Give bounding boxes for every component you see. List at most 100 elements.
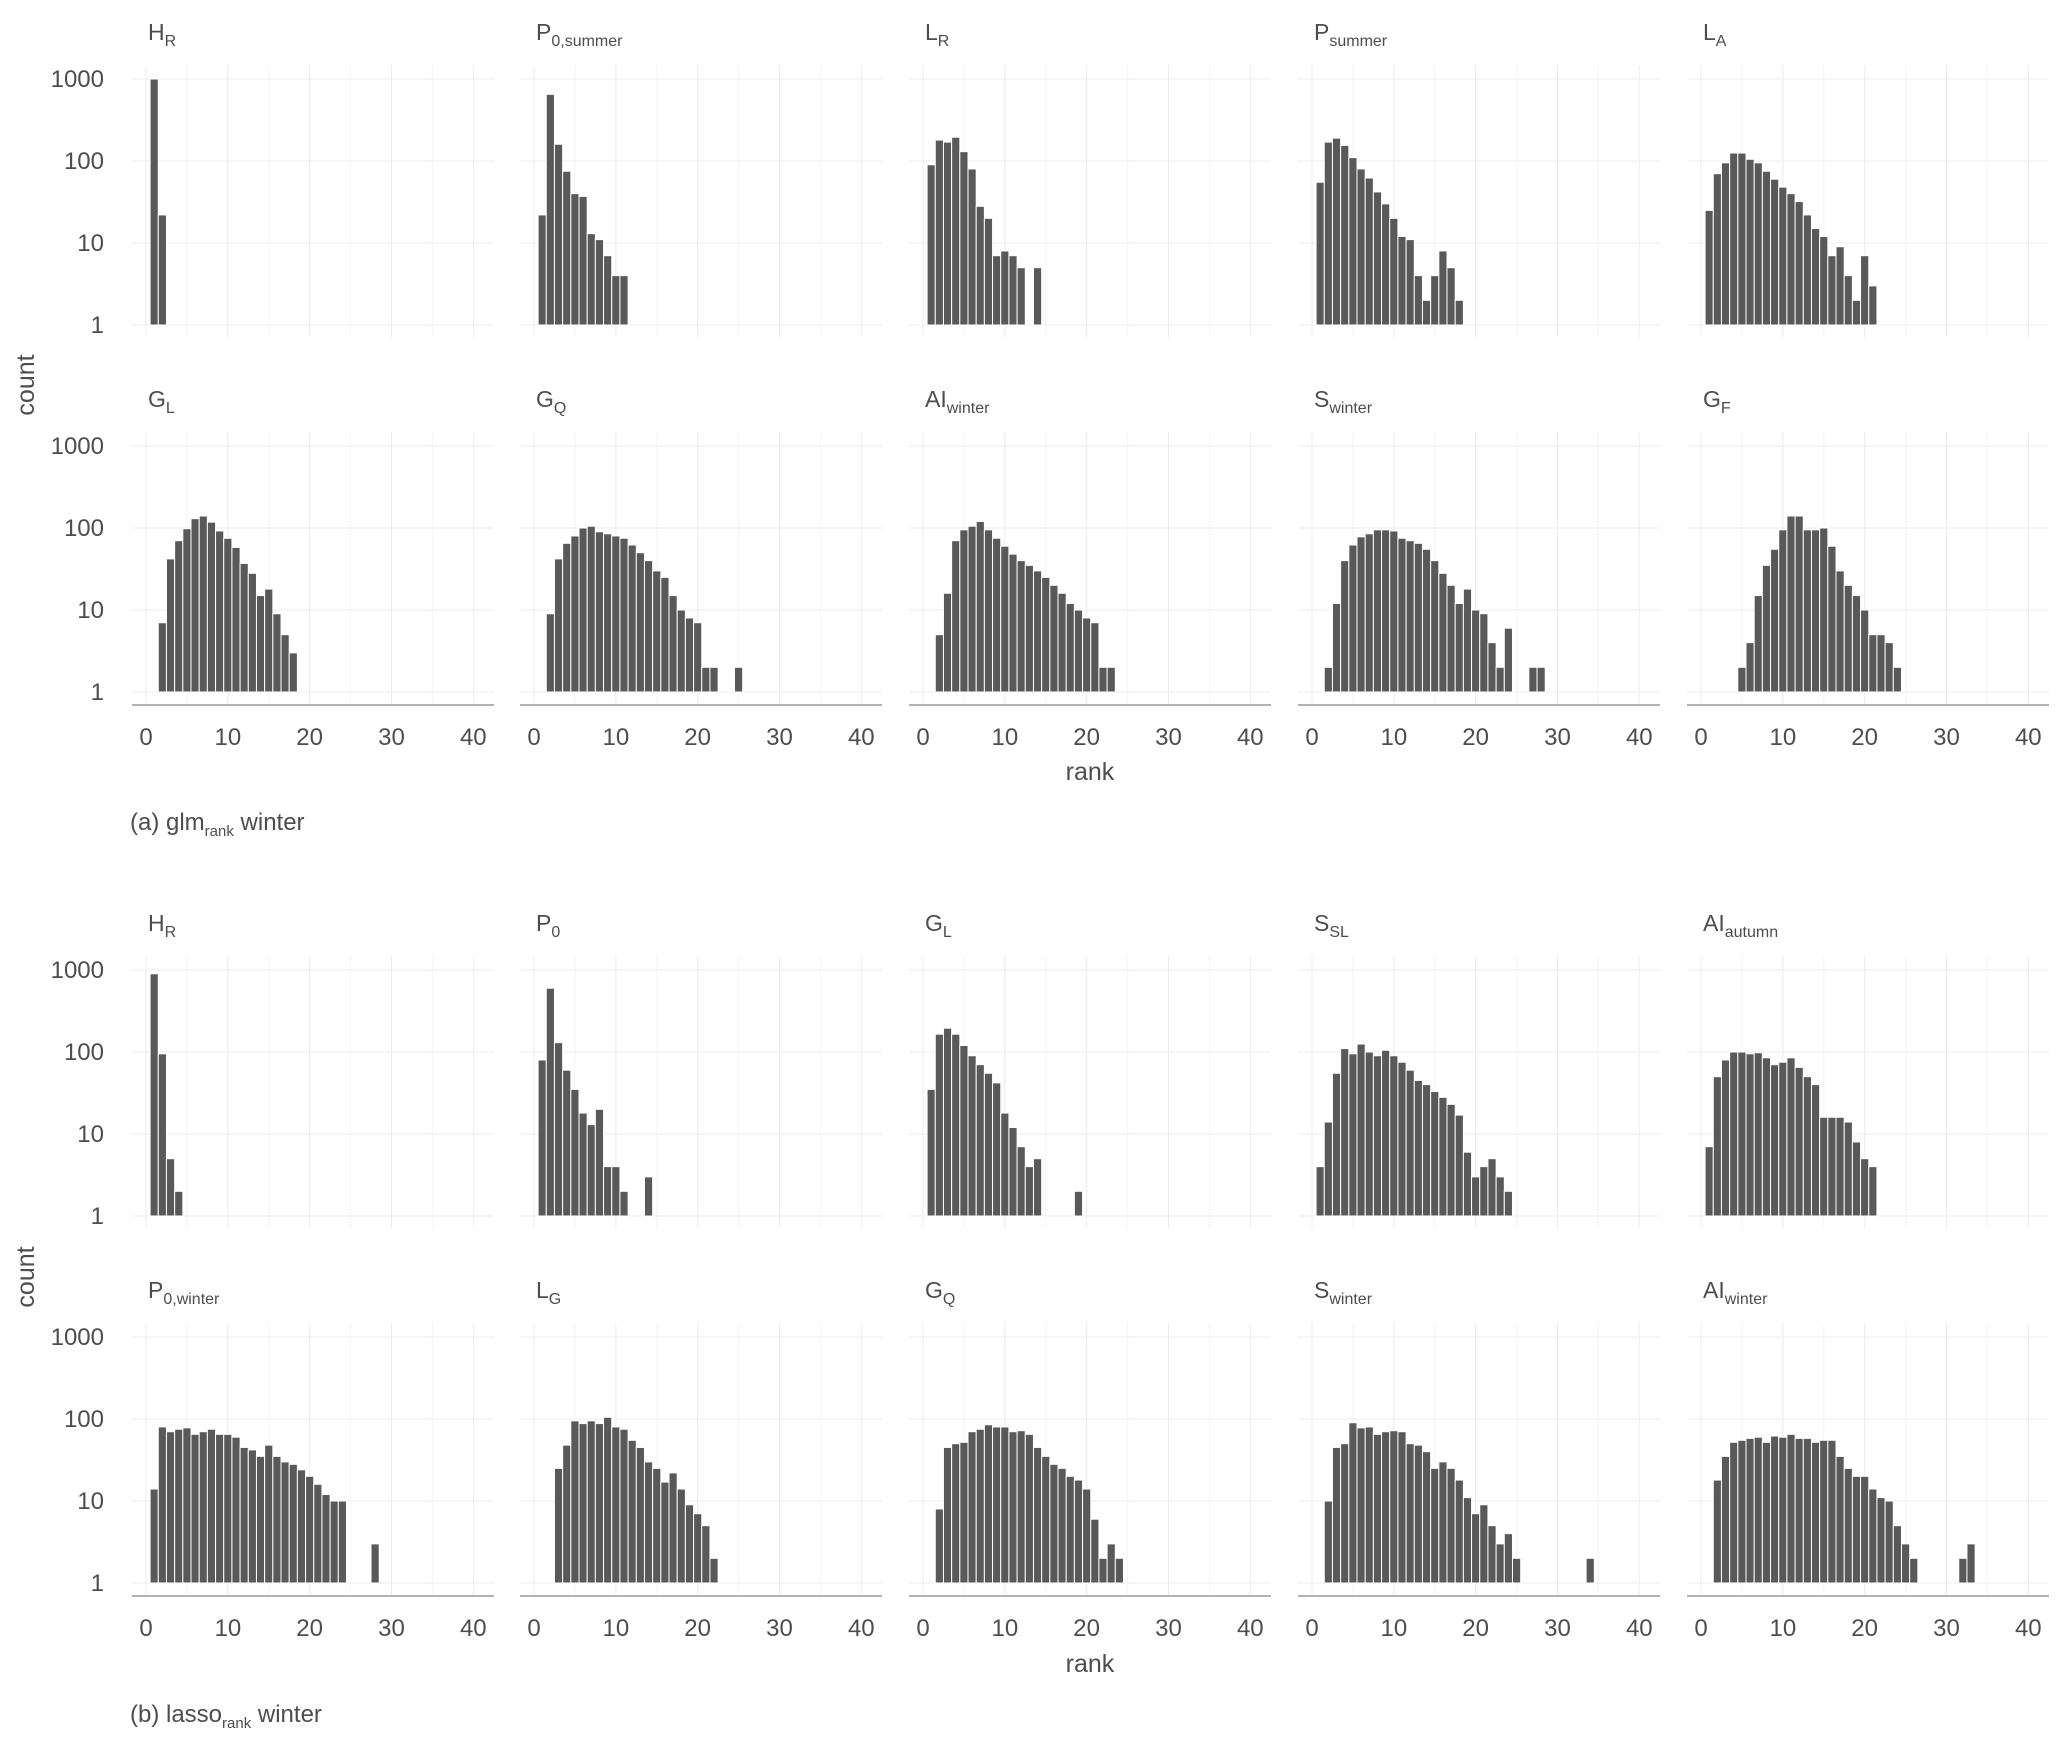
histogram-bar	[603, 1416, 613, 1584]
figure-caption: (b) lassorank winter	[130, 1701, 322, 1732]
histogram-bar	[1786, 1057, 1796, 1217]
histogram-bar	[1446, 267, 1456, 326]
histogram-bar	[709, 666, 719, 693]
histogram-bar	[1761, 170, 1772, 326]
histogram-bar	[1745, 158, 1755, 326]
histogram-bar	[967, 1431, 977, 1584]
histogram-bar	[1413, 1444, 1423, 1584]
x-tick-label: 10	[1769, 724, 1796, 751]
histogram-bar	[1405, 1069, 1415, 1217]
x-tick-label: 0	[916, 724, 929, 751]
x-tick-label: 30	[1544, 1615, 1571, 1642]
histogram-bar	[545, 93, 555, 326]
histogram-bar	[231, 1436, 241, 1584]
x-tick-label: 0	[139, 1615, 152, 1642]
histogram-bar	[1364, 177, 1374, 326]
x-tick-label: 40	[848, 724, 875, 751]
histogram-bar	[1446, 1467, 1456, 1584]
histogram-bar	[619, 1428, 629, 1584]
histogram-bar	[231, 546, 241, 693]
x-tick-label: 10	[1380, 724, 1407, 751]
y-tick-label: 1000	[51, 1324, 104, 1351]
histogram-bar	[1331, 603, 1342, 693]
histogram-bar	[1340, 1048, 1350, 1217]
facet-strip-label-sub: winter	[1328, 400, 1372, 417]
histogram-bar	[1704, 209, 1714, 326]
histogram-bar	[1479, 613, 1489, 693]
y-tick-label: 10	[77, 1488, 104, 1515]
histogram-bar	[1356, 1043, 1366, 1217]
histogram-bar	[1761, 1057, 1772, 1217]
histogram-bar	[1090, 1518, 1100, 1584]
histogram-bar	[1090, 622, 1100, 693]
histogram-bar	[272, 1455, 282, 1584]
histogram-bar	[992, 1426, 1002, 1584]
histogram-bar	[1884, 642, 1894, 693]
facet-strip-label: Psummer	[1314, 19, 1388, 50]
histogram-bar	[1860, 255, 1870, 326]
histogram-bar	[165, 558, 176, 693]
histogram-bar	[926, 1088, 936, 1217]
histogram-bar	[537, 214, 547, 326]
histogram-bar	[1000, 250, 1010, 326]
histogram-bar	[1487, 1158, 1497, 1217]
histogram-bar	[1720, 1059, 1731, 1217]
facet-strip-label-main: P	[536, 19, 551, 45]
y-tick-label: 1000	[51, 433, 104, 460]
histogram-bar	[1073, 1190, 1084, 1217]
histogram-bar	[951, 540, 961, 693]
histogram-bar	[1008, 1431, 1018, 1584]
histogram-bar	[1786, 1433, 1796, 1584]
facet-strip-label-main: AI	[1703, 910, 1725, 936]
histogram-bar	[635, 552, 645, 693]
histogram-bar	[1511, 1557, 1522, 1584]
histogram-bar	[1340, 144, 1350, 326]
y-tick-label: 1000	[51, 66, 104, 93]
x-tick-label: 0	[1694, 724, 1707, 751]
histogram-bar	[733, 666, 744, 693]
facet-strip-label: Swinter	[1314, 1277, 1373, 1308]
histogram-bar	[1900, 1543, 1911, 1584]
x-tick-label: 20	[1851, 724, 1878, 751]
x-tick-label: 40	[1237, 724, 1264, 751]
histogram-bar	[1778, 1436, 1788, 1584]
histogram-bar	[223, 1433, 233, 1584]
facet-strip-label-main: H	[148, 910, 165, 936]
histogram-bar	[635, 1446, 645, 1584]
histogram-bar	[215, 1433, 225, 1584]
histogram-bar	[1794, 1437, 1804, 1584]
histogram-bar	[1024, 1433, 1034, 1584]
facet-strip-label: AIwinter	[925, 386, 990, 417]
histogram-bar	[1712, 173, 1722, 326]
histogram-bar	[1892, 1525, 1902, 1584]
histogram-bar	[1430, 560, 1440, 693]
histogram-bar	[1381, 1431, 1391, 1584]
facet-strip-label: GL	[148, 386, 175, 417]
histogram-bar	[206, 521, 217, 693]
histogram-bar	[562, 1069, 572, 1217]
histogram-bar	[1032, 267, 1043, 326]
facet-panel: AIwinter	[909, 386, 1271, 704]
histogram-bar	[1737, 1051, 1747, 1217]
x-tick-label: 0	[1694, 1615, 1707, 1642]
histogram-bar	[190, 518, 200, 693]
facet-strip-label-main: L	[925, 19, 938, 45]
histogram-bar	[1868, 1166, 1878, 1217]
histogram-bar	[1778, 1061, 1788, 1217]
x-tick-label: 20	[1073, 724, 1100, 751]
facet-strip-label-main: S	[1314, 1277, 1329, 1303]
histogram-bar	[1008, 255, 1018, 326]
histogram-bar	[1737, 666, 1747, 693]
histogram-bar	[1819, 527, 1829, 693]
histogram-bar	[594, 531, 605, 693]
x-tick-label: 40	[848, 1615, 875, 1642]
facet-strip-label-main: S	[1314, 910, 1329, 936]
histogram-bar	[272, 613, 282, 693]
histogram-bar	[1421, 1084, 1432, 1217]
histogram-bar	[1704, 1146, 1714, 1217]
histogram-bar	[1421, 548, 1432, 693]
histogram-bar	[1770, 1435, 1780, 1584]
histogram-bar	[1868, 634, 1878, 693]
